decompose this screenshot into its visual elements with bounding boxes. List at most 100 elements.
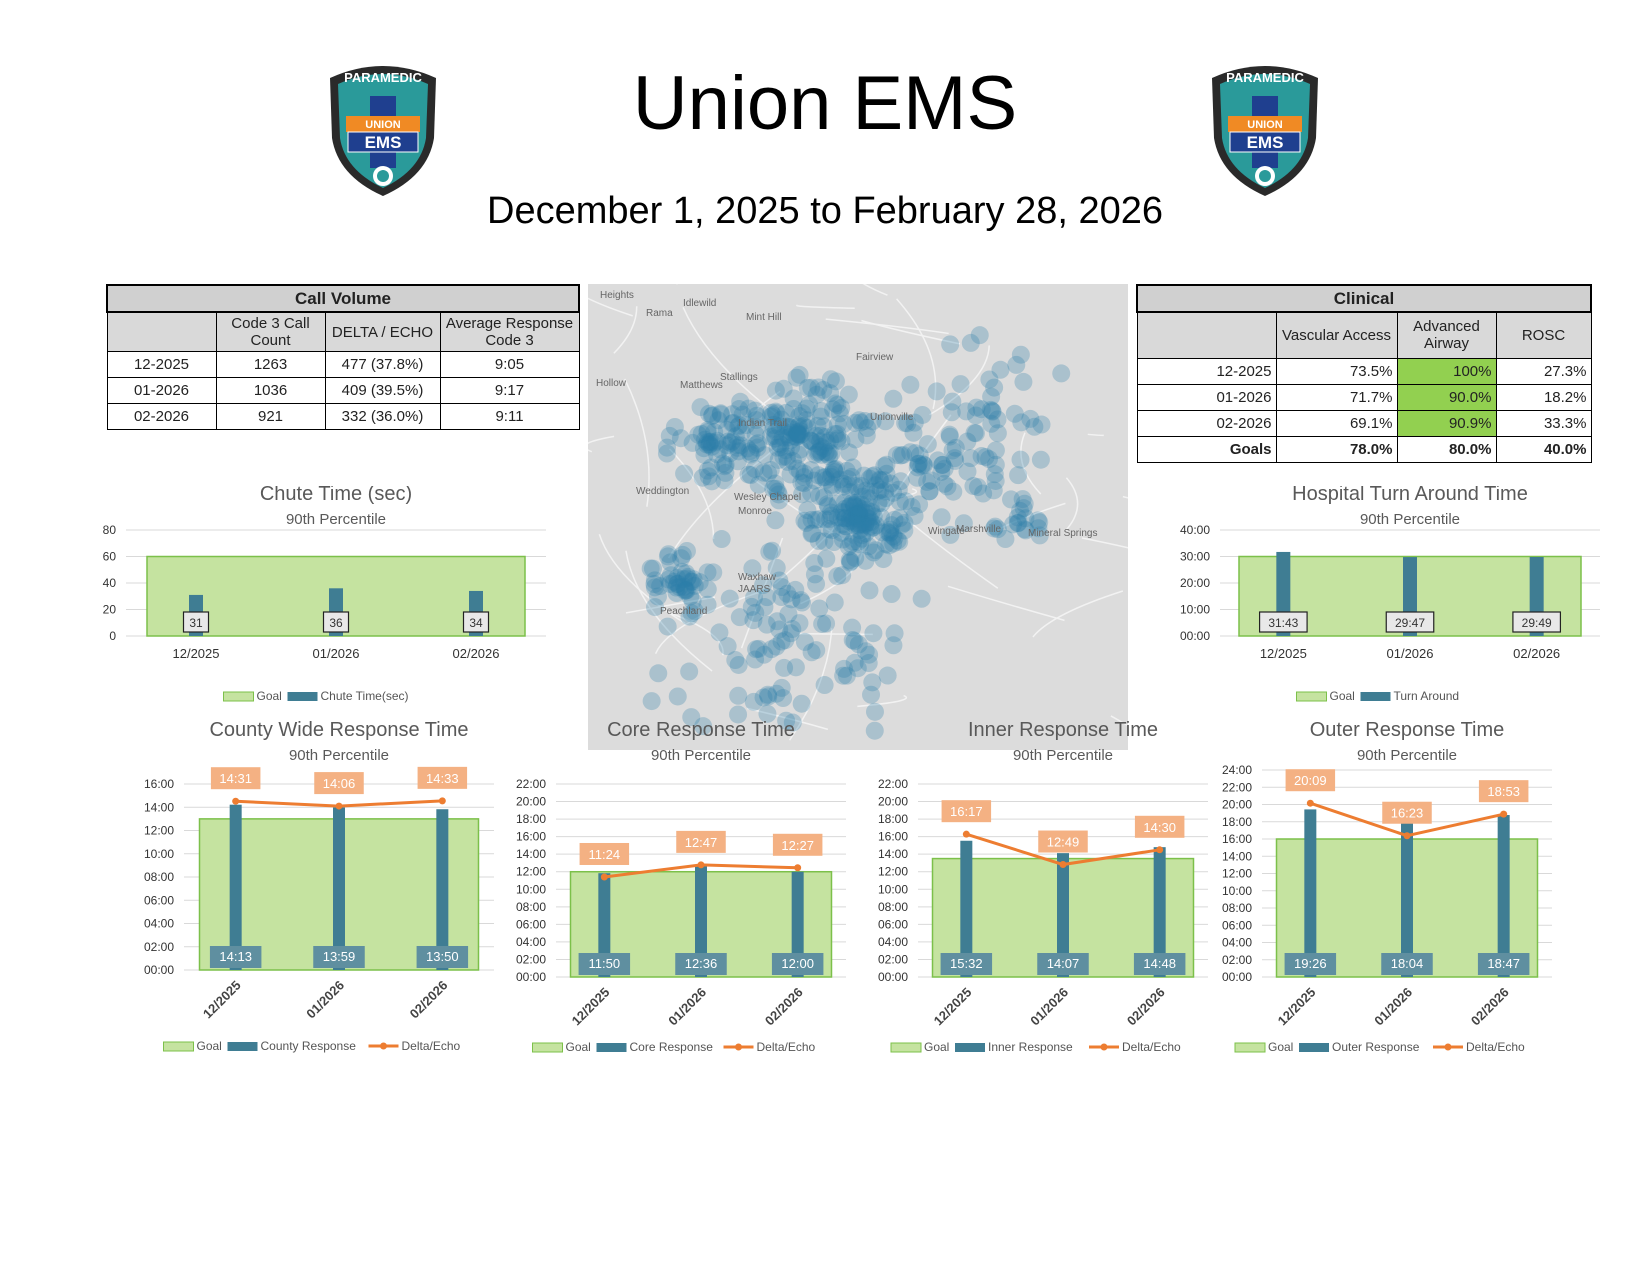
- map-call-dot: [855, 412, 874, 431]
- map-call-dot: [859, 489, 878, 508]
- map-call-dot: [811, 426, 830, 445]
- map-canvas: Heights Idlewild Rama Mint Hill Hollow Matthe…: [550, 176, 1220, 781]
- map-call-dot: [788, 425, 807, 444]
- map-road: [752, 478, 854, 546]
- map-call-dot: [826, 372, 845, 391]
- map-call-dot: [700, 432, 719, 451]
- line-value-box: [314, 772, 364, 795]
- core-response-chart: Core Response Time 90th Percentile 00:00 02…: [516, 719, 846, 1054]
- x-tick-label: 02/2026: [407, 978, 451, 1022]
- map-call-dot: [716, 463, 735, 482]
- map-call-dot: [684, 570, 703, 589]
- line-point: [1059, 861, 1067, 869]
- logo-paramedic-text: PARAMEDIC: [344, 70, 422, 85]
- map-call-dot: [821, 370, 840, 389]
- map-road: [671, 612, 724, 656]
- y-tick-label: 14:00: [144, 800, 174, 814]
- bar-value-box: [322, 611, 350, 633]
- map-call-dot: [858, 419, 877, 438]
- county-response-chart: County Wide Response Time 90th Percentile…: [144, 719, 494, 1053]
- map-call-dot: [847, 493, 866, 512]
- map-call-dot: [832, 398, 851, 417]
- map-call-dot: [1005, 404, 1024, 423]
- legend-swatch-goal: [163, 1041, 194, 1052]
- map-call-dot: [695, 445, 714, 464]
- y-tick-label: 40:00: [1180, 523, 1210, 537]
- y-tick-label: 06:00: [516, 917, 546, 931]
- map-call-dot: [748, 438, 767, 457]
- map-call-dot: [768, 438, 787, 457]
- map-call-dot: [659, 545, 678, 564]
- map-call-dot: [944, 482, 963, 501]
- map-call-dot: [862, 513, 881, 532]
- y-tick-label: 04:00: [1222, 936, 1252, 950]
- clinical-goal-vascular: 78.0%: [1275, 435, 1398, 463]
- map-call-dot: [742, 597, 761, 616]
- map-call-dot: [887, 446, 906, 465]
- map-call-dot: [823, 478, 842, 497]
- map-call-dot: [642, 692, 661, 711]
- map-call-dot: [810, 510, 829, 529]
- map-call-dot: [723, 405, 742, 424]
- map-call-dot: [788, 423, 807, 442]
- map-call-dot: [849, 532, 868, 551]
- map-call-dot: [779, 417, 798, 436]
- map-call-dot: [817, 433, 836, 452]
- map-road: [800, 542, 864, 605]
- map-call-dot: [746, 425, 765, 444]
- y-tick-label: 22:00: [1222, 780, 1252, 794]
- map-call-dot: [857, 481, 876, 500]
- map-call-dot: [840, 509, 859, 528]
- legend-label: Turn Around: [1394, 689, 1460, 703]
- legend-label: Goal: [257, 689, 282, 703]
- bar: [695, 866, 707, 977]
- call-volume-col-2: DELTA / ECHO: [324, 311, 441, 352]
- map-call-dot: [821, 503, 840, 522]
- map-call-dot: [668, 687, 687, 706]
- map-call-dot: [681, 572, 700, 591]
- map-call-dot: [847, 506, 866, 525]
- line-value-box: [1134, 815, 1185, 838]
- map-call-dot: [1016, 509, 1035, 528]
- map-call-dot: [790, 407, 809, 426]
- map-call-dot: [757, 615, 776, 634]
- map-place-label: Wingate: [928, 526, 965, 537]
- map-call-dot: [940, 425, 959, 444]
- line-point: [794, 864, 802, 872]
- map-call-dot: [800, 395, 819, 414]
- legend-label: Goal: [924, 1040, 949, 1054]
- map-call-dot: [896, 414, 915, 433]
- y-tick-label: 10:00: [516, 882, 546, 896]
- map-call-dot: [848, 509, 867, 528]
- map-road: [667, 446, 779, 559]
- map-call-dot: [845, 653, 864, 672]
- map-call-dot: [783, 713, 802, 732]
- map-call-dot: [1011, 345, 1030, 364]
- map-call-dot: [839, 385, 858, 404]
- logo-union-text: UNION: [1247, 119, 1283, 131]
- bar-value-label: 31: [189, 616, 203, 630]
- map-call-dot: [1002, 490, 1021, 509]
- call-volume-month: 01-2026: [106, 377, 217, 404]
- map-call-dot: [782, 423, 801, 442]
- map-call-dot: [766, 422, 785, 441]
- map-call-dot: [837, 666, 856, 685]
- map-place-label: Unionville: [870, 412, 914, 423]
- map-call-dot: [853, 529, 872, 548]
- map-call-dot: [891, 446, 910, 465]
- map-call-dot: [857, 500, 876, 519]
- map-call-dot: [1025, 417, 1044, 436]
- map-call-dot: [770, 620, 789, 639]
- map-call-dot: [806, 426, 825, 445]
- map-call-dot: [682, 708, 701, 727]
- map-call-dot: [856, 551, 875, 570]
- map-call-dot: [851, 483, 870, 502]
- bar-value-label: 34: [469, 616, 483, 630]
- map-call-dot: [850, 506, 869, 525]
- map-call-dot: [730, 416, 749, 435]
- map-call-dot: [745, 459, 764, 478]
- map-call-dot: [822, 465, 841, 484]
- union-ems-logo-right: UNION EMS PARAMEDIC: [1212, 66, 1318, 196]
- x-tick-label: 12/2025: [200, 978, 244, 1022]
- map-call-dot: [795, 464, 814, 483]
